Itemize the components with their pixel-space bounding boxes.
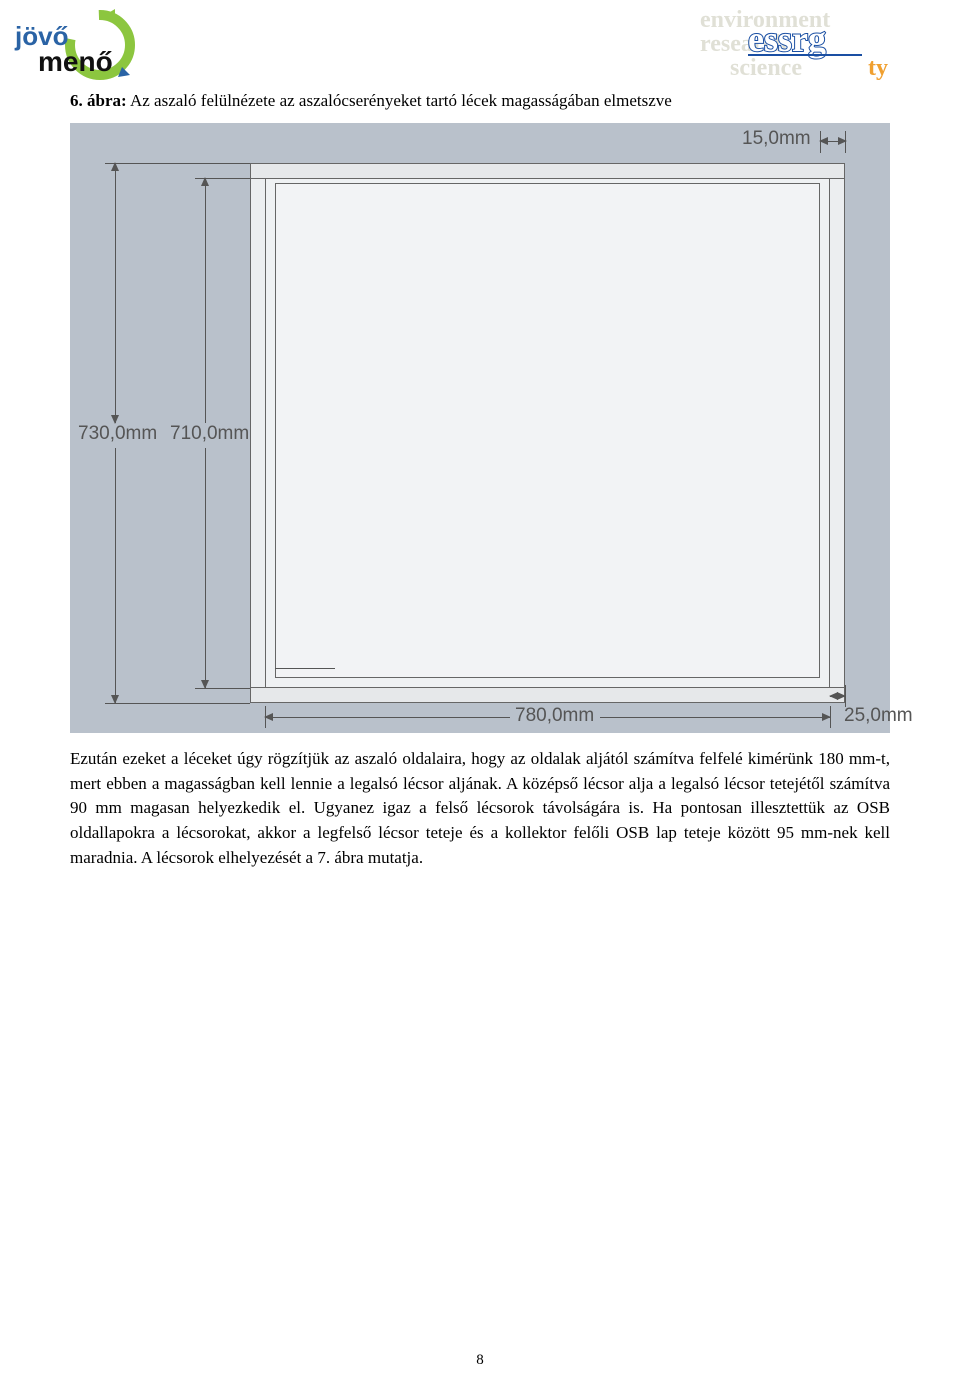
page-number: 8 (0, 1352, 960, 1369)
body-paragraph: Ezután ezeket a léceket úgy rögzítjük az… (70, 747, 890, 870)
dim-bottom-right-line (830, 696, 845, 697)
dim-tick (105, 703, 250, 704)
dim-height-outer-line-bot (115, 448, 116, 703)
dim-height-mid-label: 710,0mm (170, 423, 249, 445)
technical-diagram: 15,0mm 730,0mm 710,0mm 695,0mm 780,0mm (70, 123, 890, 733)
dim-height-mid-line-top (205, 178, 206, 423)
dim-tick (845, 685, 846, 707)
inner-ledge (275, 668, 335, 669)
dim-tick (265, 706, 266, 728)
dim-tick (820, 131, 821, 153)
logo-jovo-meno: jövő menő (10, 5, 150, 85)
svg-text:menő: menő (38, 46, 113, 77)
page-header: jövő menő environment research science t… (0, 0, 960, 90)
figure-caption-text: Az aszaló felülnézete az aszalócserények… (130, 91, 672, 110)
logo-essrg: environment research science ty essrg (640, 5, 920, 85)
dim-top-right-label: 15,0mm (742, 128, 811, 150)
dim-height-outer-label: 730,0mm (78, 423, 157, 445)
dim-bottom-width-line-l (265, 717, 510, 718)
dim-height-mid-line-bot (205, 448, 206, 688)
svg-text:essrg: essrg (748, 19, 826, 59)
dim-tick (830, 706, 831, 728)
dim-height-outer-line-top (115, 163, 116, 423)
figure-label: 6. ábra: (70, 91, 127, 110)
rect-inner (275, 183, 820, 678)
dim-bottom-right-label: 25,0mm (844, 705, 913, 727)
document-page: jövő menő environment research science t… (0, 0, 960, 1389)
dim-tick (845, 131, 846, 153)
dim-tick (105, 163, 250, 164)
dim-bottom-width-line-r (600, 717, 830, 718)
svg-text:ty: ty (868, 55, 888, 81)
figure-caption: 6. ábra: Az aszaló felülnézete az aszaló… (70, 90, 890, 113)
dim-bottom-width-label: 780,0mm (515, 705, 594, 727)
dim-top-right-arrow-l (820, 141, 833, 142)
